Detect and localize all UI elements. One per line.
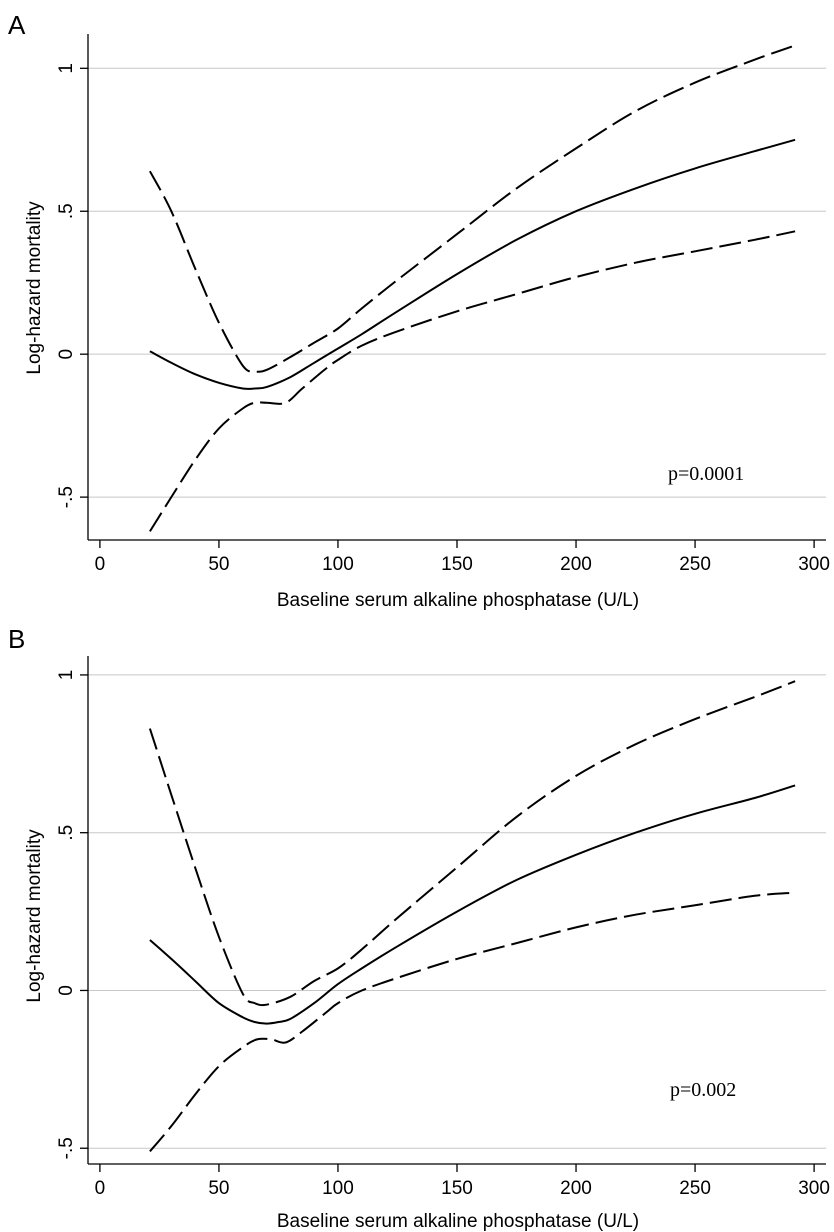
x-axis-label-a: Baseline serum alkaline phosphatase (U/L…: [277, 590, 639, 611]
estimate-line-0: [149, 138, 796, 390]
y-tick-label-3: 1: [56, 63, 77, 74]
x-tick-label-2: 100: [322, 1178, 354, 1199]
x-tick-label-0: 0: [95, 554, 106, 575]
y-tick-label-2: .5: [56, 203, 77, 219]
x-tick-label-0: 0: [95, 1178, 106, 1199]
chart-panel-b: 0 50 100 150 200 250 300 -.5 0 .5 1 B p=0.002 Base…: [0, 616, 834, 1232]
x-tick-label-2: 100: [322, 554, 354, 575]
y-axis-label-b: Log-hazard mortality: [24, 829, 45, 1003]
p-value-annotation-a: p=0.0001: [668, 463, 744, 485]
panel-label-b: B: [8, 624, 25, 654]
x-tick-label-1: 50: [208, 554, 229, 575]
ci-bound-line-2: [149, 891, 796, 1153]
y-tick-label-0: -.5: [56, 1137, 77, 1159]
y-tick-label-3: 1: [56, 670, 77, 681]
x-tick-label-6: 300: [798, 1178, 830, 1199]
plot-area-a: 0 50 100 150 200 250 300 -.5 0 .5 1: [56, 34, 830, 575]
y-tick-label-1: 0: [56, 349, 77, 360]
x-tick-label-4: 200: [560, 554, 592, 575]
x-tick-label-4: 200: [560, 1178, 592, 1199]
y-tick-label-1: 0: [56, 985, 77, 996]
y-tick-label-2: .5: [56, 825, 77, 841]
panel-label-a: A: [8, 10, 26, 40]
x-tick-label-3: 150: [441, 1178, 473, 1199]
x-tick-label-3: 150: [441, 554, 473, 575]
p-value-annotation-b: p=0.002: [670, 1079, 736, 1101]
y-tick-label-0: -.5: [56, 486, 77, 508]
x-tick-label-1: 50: [208, 1178, 229, 1199]
chart-b-svg: 0 50 100 150 200 250 300 -.5 0 .5 1 B p=0.002 Base…: [8, 624, 830, 1232]
chart-panel-a: 0 50 100 150 200 250 300 -.5 0 .5 1 A p=0.0001 Bas…: [8, 10, 830, 611]
chart-a-svg: 0 50 100 150 200 250 300 -.5 0 .5 1 A p=0.0001 Bas…: [8, 10, 830, 611]
ci-bound-line-2: [149, 230, 796, 532]
x-tick-label-5: 250: [679, 554, 711, 575]
x-tick-label-5: 250: [679, 1178, 711, 1199]
x-tick-label-6: 300: [798, 554, 830, 575]
x-axis-label-b: Baseline serum alkaline phosphatase (U/L…: [277, 1211, 639, 1232]
y-axis-label-a: Log-hazard mortality: [24, 201, 45, 375]
ci-bound-line-1: [149, 44, 796, 373]
ci-bound-line-1: [148, 680, 796, 1007]
estimate-line-0: [149, 784, 796, 1025]
plot-area-b: 0 50 100 150 200 250 300 -.5 0 .5 1: [56, 656, 830, 1199]
